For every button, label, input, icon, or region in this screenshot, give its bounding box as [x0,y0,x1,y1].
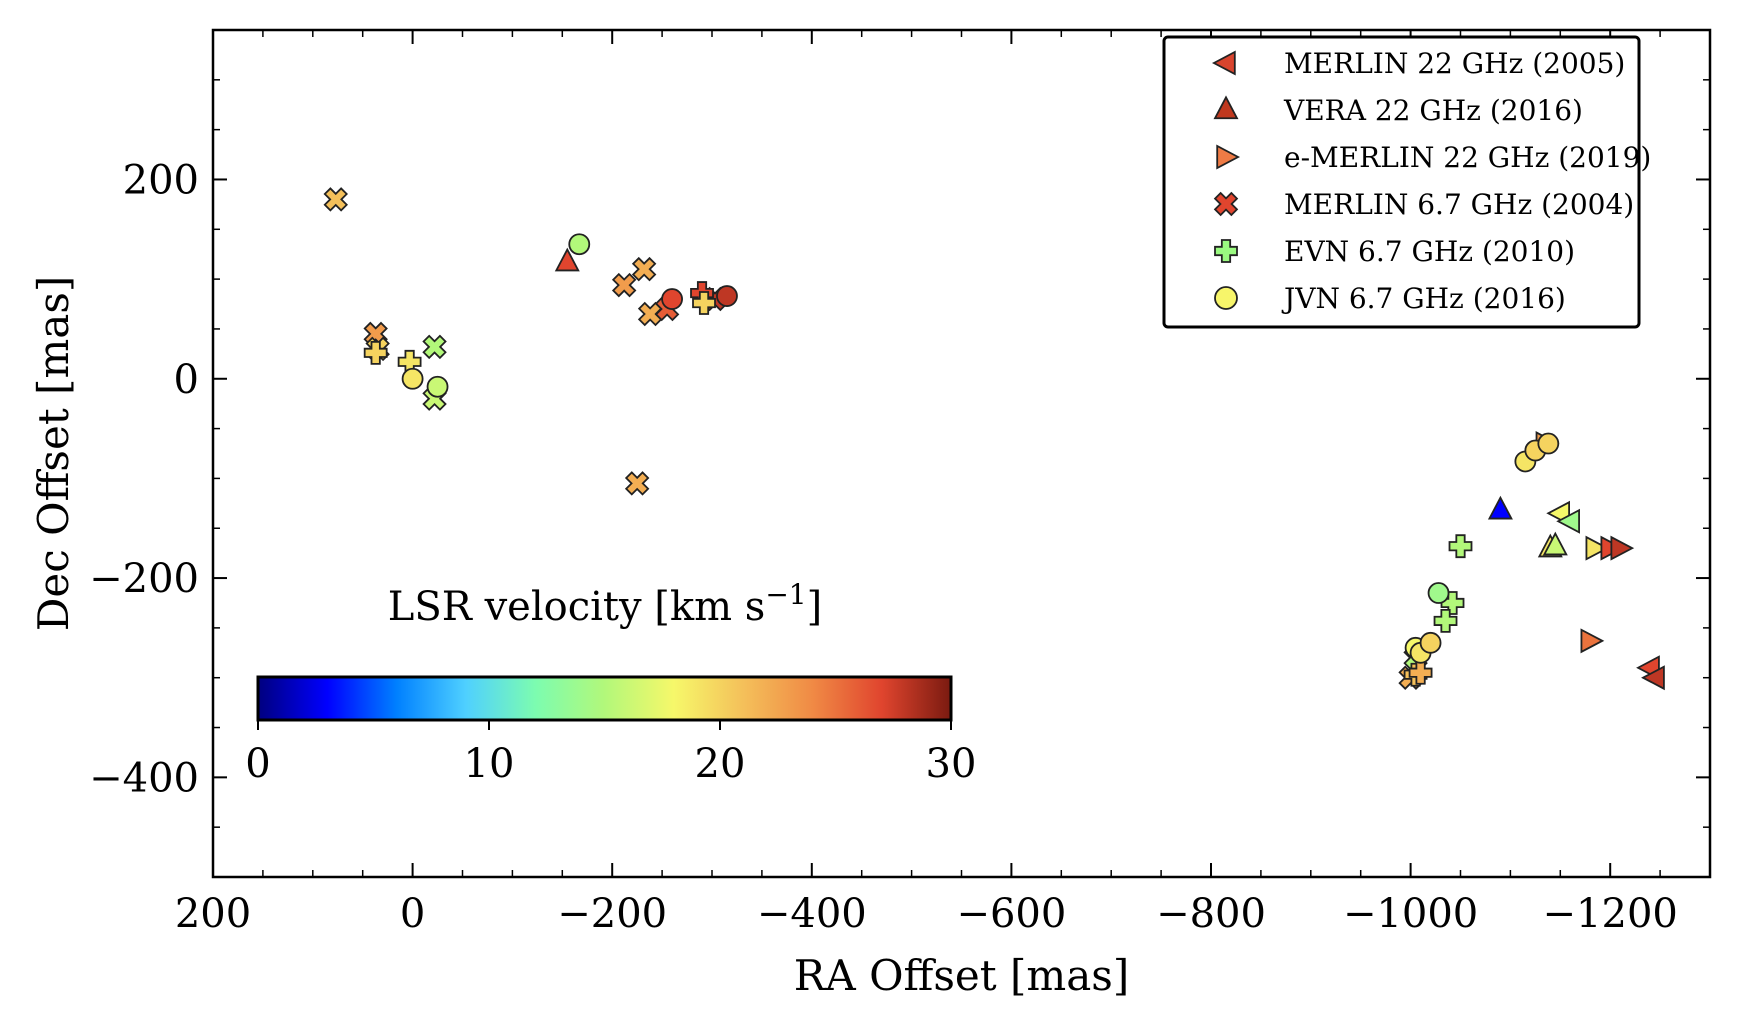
data-point [1537,432,1560,455]
y-tick-label: 0 [174,357,199,403]
x-tick-label: 0 [400,891,425,937]
legend-marker [1214,286,1238,310]
data-point [1487,495,1513,520]
legend-entry: MERLIN 22 GHz (2005) [1211,47,1625,80]
colorbar-label: LSR velocity [km s−1] [388,578,822,630]
axis-labels: RA Offset [mas] Dec Offset [mas] [29,276,1129,1000]
data-point [1556,508,1580,534]
data-point [1408,660,1433,685]
data-point [1610,535,1635,561]
series-4 [363,281,1473,687]
data-point [1585,535,1610,561]
legend-marker [1214,239,1238,263]
data-point [1433,609,1458,633]
legend-label: MERLIN 22 GHz (2005) [1284,47,1625,80]
legend-label: VERA 22 GHz (2016) [1283,94,1583,127]
x-tick-label: −600 [956,891,1066,937]
y-axis-label: Dec Offset [mas] [29,276,78,632]
data-point [1542,531,1568,556]
colorbar-label-main: LSR velocity [km s [388,584,766,630]
data-point [631,256,657,282]
x-tick-label: −800 [1156,891,1266,937]
legend-entry: JVN 6.7 GHz (2016) [1214,282,1566,315]
colorbar-tick-label: 30 [926,741,977,787]
legend-entry: e-MERLIN 22 GHz (2019) [1216,141,1651,174]
legend-marker [1216,144,1241,170]
legend-label: e-MERLIN 22 GHz (2019) [1284,141,1651,174]
y-tick-label: −200 [89,556,199,602]
colorbar-label-sup: −1 [765,578,806,611]
data-point [1641,665,1665,691]
colorbar-bar [256,675,953,722]
data-point [1448,534,1473,559]
data-point [692,291,716,315]
series-1 [554,247,1568,558]
colorbar: 0 10 20 30 LSR velocity [km s−1] [245,578,976,787]
data-point [716,285,738,307]
data-point [611,272,637,298]
colorbar-tick-label: 0 [245,741,270,787]
data-point [661,288,683,310]
data-point [568,233,591,256]
legend-box [1162,35,1641,329]
legend-marker [1213,191,1239,217]
legend: MERLIN 22 GHz (2005) VERA 22 GHz (2016) e-… [1162,35,1651,329]
y-tick-label: 200 [123,157,199,203]
data-point [422,334,447,360]
x-tick-label: −1200 [1543,891,1678,937]
x-axis-label: RA Offset [mas] [794,951,1129,1000]
data-point [401,367,424,390]
data-point [323,187,348,212]
legend-entry: VERA 22 GHz (2016) [1213,94,1583,127]
data-point [1427,582,1450,604]
legend-entry: MERLIN 6.7 GHz (2004) [1213,188,1634,221]
legend-label: JVN 6.7 GHz (2016) [1281,282,1566,315]
colorbar-tick-label: 10 [464,741,515,787]
x-tick-label: −1000 [1343,891,1478,937]
series-5 [401,233,1560,664]
x-tick-label: 200 [175,891,251,937]
legend-label: MERLIN 6.7 GHz (2004) [1284,188,1634,221]
data-point [554,247,580,272]
legend-entry: EVN 6.7 GHz (2010) [1214,235,1575,268]
legend-label: EVN 6.7 GHz (2010) [1284,235,1575,268]
data-point [363,340,388,365]
colorbar-label-tail: ] [807,584,823,630]
axis-ticks: 200 0 −200 −400 −600 −800 −1000 −12002000−200−4… [89,30,1711,937]
data-point [1580,628,1605,654]
data-point [426,375,449,398]
series-0 [1546,500,1665,691]
legend-marker [1213,95,1239,120]
x-tick-label: −200 [557,891,667,937]
data-point [1419,631,1442,654]
x-tick-label: −400 [757,891,867,937]
data-points [323,187,1665,691]
y-tick-label: −400 [89,755,199,801]
legend-marker [1211,50,1236,76]
colorbar-tick-label: 20 [695,741,746,787]
data-point [624,471,650,496]
